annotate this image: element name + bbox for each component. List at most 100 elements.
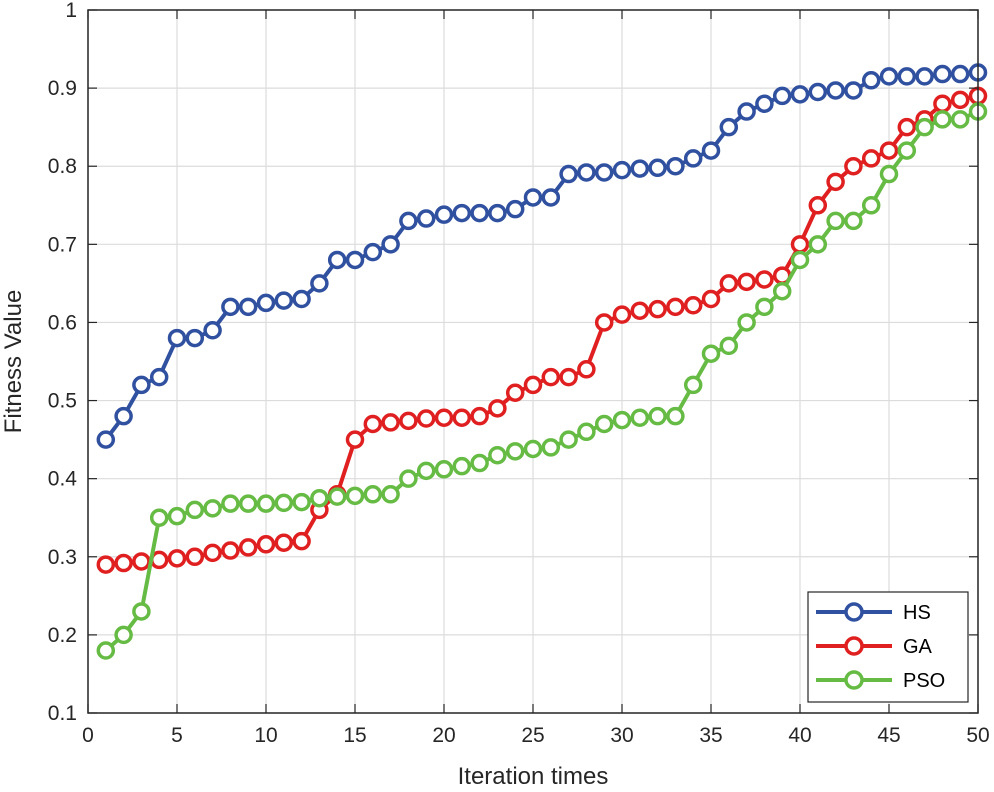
data-point	[310, 488, 329, 508]
y-tick-label: 1	[65, 0, 77, 22]
legend-item-hs: HS	[816, 602, 931, 624]
data-point	[381, 235, 400, 254]
data-point	[826, 81, 845, 100]
data-point	[167, 506, 187, 526]
y-axis-label: Fitness Value	[0, 290, 27, 434]
data-point	[185, 328, 205, 348]
data-point	[879, 141, 899, 160]
data-point	[844, 211, 863, 231]
data-point	[826, 172, 845, 192]
y-tick-label: 0.1	[48, 702, 77, 725]
data-point	[701, 141, 721, 160]
series-ga	[96, 86, 988, 574]
data-point	[541, 188, 561, 207]
data-point	[630, 408, 650, 427]
data-point	[399, 469, 418, 488]
data-point	[737, 272, 756, 292]
data-point	[755, 270, 774, 289]
data-point	[416, 461, 436, 481]
data-point	[826, 211, 845, 231]
data-point	[541, 367, 561, 387]
legend-swatch-marker	[844, 670, 864, 690]
data-point	[933, 110, 952, 129]
x-axis-label: Iteration times	[458, 763, 609, 790]
data-point	[381, 413, 400, 432]
x-tick-label: 5	[171, 724, 183, 747]
data-point	[808, 235, 828, 254]
legend-label: HS	[903, 602, 931, 624]
legend-swatch-marker	[844, 602, 864, 622]
data-point	[701, 344, 721, 363]
data-point	[950, 110, 970, 129]
data-point	[950, 90, 970, 110]
data-point	[505, 199, 525, 219]
data-point	[701, 289, 721, 309]
data-point	[149, 367, 169, 387]
y-tick-label: 0.3	[48, 546, 77, 569]
data-point	[559, 367, 578, 387]
data-point	[719, 117, 739, 137]
data-point	[185, 547, 205, 567]
data-point	[274, 533, 294, 552]
data-point	[648, 299, 667, 319]
data-point	[541, 438, 561, 457]
data-point	[363, 414, 383, 434]
data-point	[132, 552, 151, 571]
data-point	[505, 383, 525, 402]
data-point	[238, 494, 258, 513]
x-tick-label: 25	[521, 724, 544, 747]
data-point	[897, 117, 917, 137]
x-tick-label: 20	[432, 724, 455, 747]
data-point	[132, 375, 151, 395]
data-point	[434, 408, 454, 427]
data-point	[274, 493, 294, 513]
data-point	[737, 102, 756, 121]
x-tick-label: 30	[610, 724, 633, 747]
legend-item-pso: PSO	[816, 670, 945, 692]
x-tick-label: 15	[343, 724, 366, 747]
data-point	[327, 487, 347, 506]
data-point	[523, 375, 543, 395]
data-point	[149, 508, 169, 527]
data-point	[790, 235, 810, 254]
data-point	[666, 156, 685, 176]
data-point	[630, 159, 650, 178]
data-point	[292, 492, 311, 512]
data-point	[167, 328, 187, 348]
data-point	[933, 94, 952, 113]
data-point	[612, 305, 632, 324]
data-point	[630, 301, 650, 320]
data-point	[327, 250, 347, 270]
series-pso	[96, 102, 988, 660]
data-point	[221, 494, 240, 513]
data-point	[185, 500, 205, 520]
y-tick-label: 0.6	[48, 311, 77, 334]
data-point	[96, 430, 116, 449]
data-point	[238, 538, 258, 557]
data-point	[292, 531, 311, 551]
data-point	[861, 149, 881, 168]
data-point	[577, 422, 596, 442]
data-point	[488, 399, 507, 418]
data-point	[274, 291, 294, 310]
x-tick-label: 40	[788, 724, 811, 747]
data-point	[808, 196, 828, 215]
x-tick-label: 0	[82, 724, 94, 747]
data-point	[256, 293, 276, 313]
legend-label: PSO	[903, 670, 945, 692]
data-point	[221, 541, 240, 560]
data-point	[719, 336, 739, 356]
data-point	[488, 445, 507, 465]
data-point	[844, 81, 863, 100]
data-point	[737, 313, 756, 332]
data-point	[755, 94, 774, 113]
data-point	[790, 85, 810, 104]
data-point	[648, 158, 667, 178]
y-tick-label: 0.8	[48, 155, 77, 178]
data-point	[114, 625, 133, 645]
data-point	[399, 211, 418, 231]
data-point	[363, 485, 383, 504]
data-point	[470, 406, 489, 426]
